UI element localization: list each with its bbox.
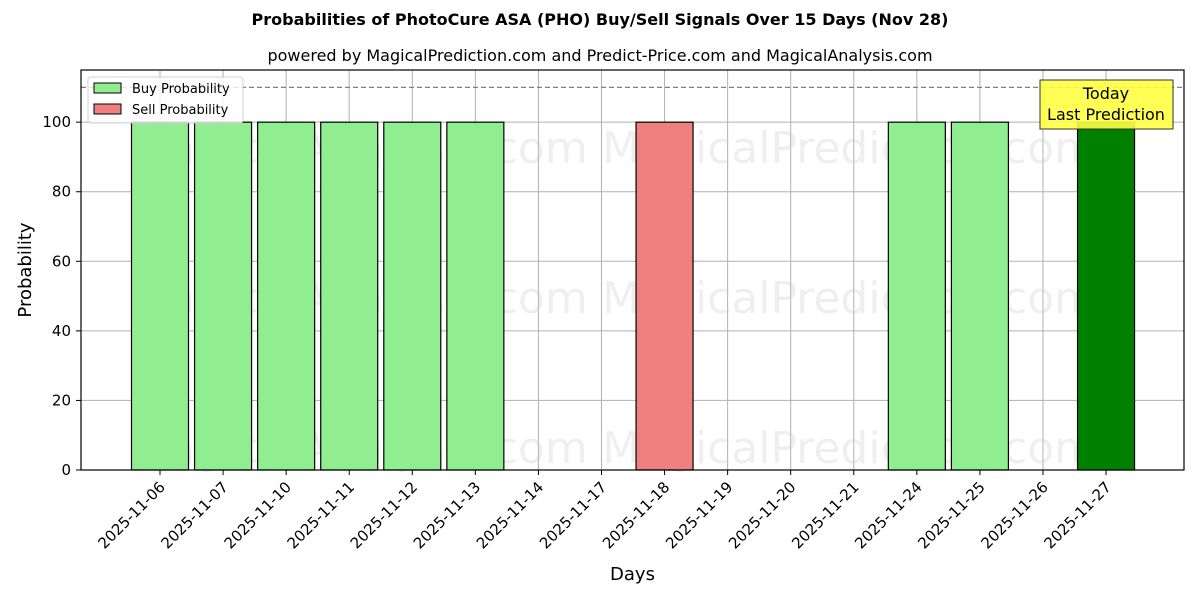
buy-bar	[257, 121, 316, 471]
x-tick-label: 2025-11-07	[158, 478, 232, 552]
x-tick-label: 2025-11-21	[788, 478, 862, 552]
chart-title: Probabilities of PhotoCure ASA (PHO) Buy…	[251, 10, 949, 29]
x-tick-label: 2025-11-17	[536, 478, 610, 552]
legend: Buy Probability Sell Probability	[87, 76, 244, 124]
sell-bar	[635, 121, 694, 471]
plot-frame	[80, 69, 1185, 471]
buy-bar	[887, 121, 946, 471]
x-tick-label: 2025-11-19	[662, 478, 736, 552]
x-tick-label: 2025-11-20	[725, 478, 799, 552]
x-tick-label: 2025-11-24	[851, 478, 925, 552]
x-tick-label: 2025-11-12	[347, 478, 421, 552]
x-tick-label: 2025-11-10	[221, 478, 295, 552]
x-tick-label: 2025-11-06	[94, 478, 168, 552]
x-tick-label: 2025-11-26	[977, 478, 1051, 552]
legend-box	[87, 76, 244, 124]
annotation-line1: Today	[1082, 84, 1129, 103]
x-tick-label: 2025-11-13	[410, 478, 484, 552]
today-annotation: Today Last Prediction	[1039, 79, 1174, 130]
chart-subtitle: powered by MagicalPrediction.com and Pre…	[267, 46, 933, 65]
buy-bar	[383, 121, 442, 471]
buy-bar	[950, 121, 1010, 471]
x-tick-label: 2025-11-27	[1040, 478, 1114, 552]
buy-bar	[446, 121, 505, 471]
buy-bar	[320, 121, 379, 471]
y-tick-label: 40	[52, 322, 71, 340]
y-tick-label: 100	[42, 113, 71, 131]
annotation-line2: Last Prediction	[1047, 105, 1165, 124]
legend-swatch-sell	[93, 103, 122, 115]
buy-bar	[130, 121, 190, 471]
buy-bar	[193, 121, 253, 471]
y-axis-label: Probability	[15, 222, 36, 317]
legend-label-buy: Buy Probability	[132, 82, 230, 97]
x-tick-label: 2025-11-25	[914, 478, 988, 552]
y-tick-label: 80	[52, 183, 71, 201]
legend-swatch-buy	[93, 82, 122, 94]
x-tick-label: 2025-11-14	[473, 478, 547, 552]
annotation-box	[1039, 79, 1174, 130]
x-tick-label: 2025-11-11	[284, 478, 358, 552]
x-tick-label: 2025-11-18	[599, 478, 673, 552]
y-tick-label: 20	[52, 391, 71, 409]
y-tick-label: 0	[61, 461, 71, 479]
legend-label-sell: Sell Probability	[132, 103, 229, 118]
y-tick-label: 60	[52, 252, 71, 270]
x-axis-label: Days	[610, 564, 655, 585]
today-bar	[1076, 121, 1136, 471]
